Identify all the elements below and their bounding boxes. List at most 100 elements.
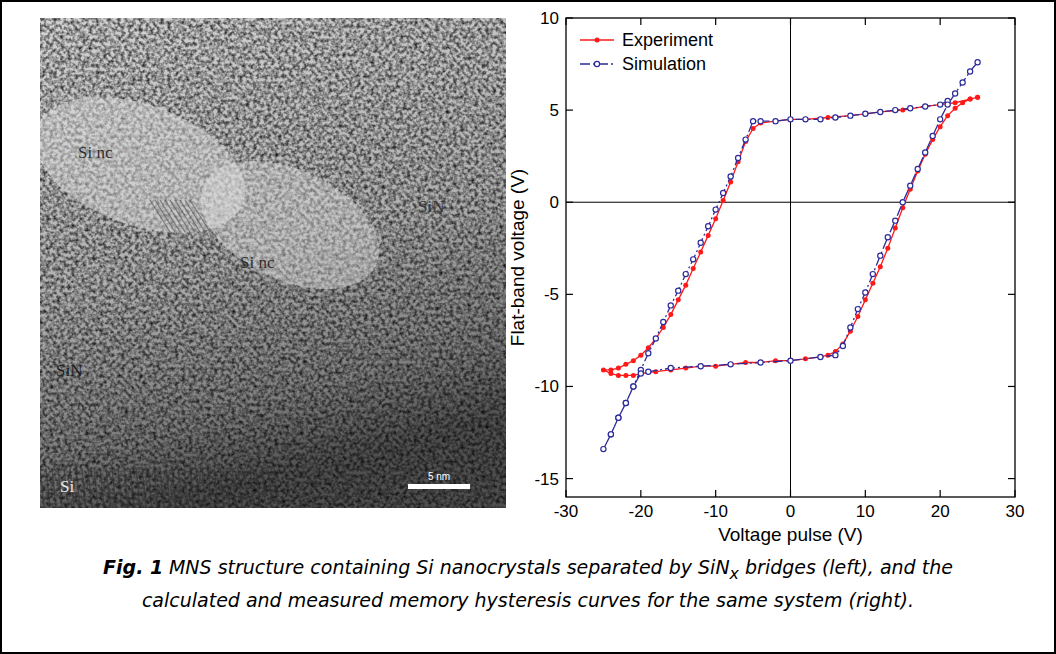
tem-substrate-fringe [160,468,164,508]
y-tick-label: 10 [540,9,559,28]
data-point [960,100,965,105]
tem-substrate-fringe [238,468,242,508]
data-point [638,371,643,376]
data-point [608,432,613,437]
series [601,60,980,452]
y-tick [1008,294,1015,295]
data-point [758,360,763,365]
tem-substrate-fringe [244,468,248,508]
data-point [885,246,890,251]
data-point [833,353,838,358]
x-tick [940,490,941,497]
tem-fringe [160,200,180,232]
data-point [953,100,958,105]
y-tick [566,110,573,111]
data-point [698,240,703,245]
caption-text: x [730,564,739,583]
image-label: Si nc [240,253,275,272]
data-point [788,358,793,363]
data-point [616,373,621,378]
data-point [818,354,823,359]
x-tick-label: -20 [629,502,654,521]
data-point [863,111,868,116]
caption-text: Fig. 1 [103,556,163,578]
x-tick [1014,490,1015,497]
data-point [938,102,943,107]
data-point [878,264,883,269]
data-point [706,233,711,238]
tem-fringe [185,200,205,232]
data-point [803,117,808,122]
data-point [691,266,696,271]
data-point [676,288,681,293]
data-point [975,95,980,100]
scale-bar-label: 5 nm [428,471,450,482]
outer-border [1,1,1055,653]
y-tick-label: -15 [534,470,559,489]
data-point [608,432,613,437]
data-point [945,113,950,118]
data-point [855,306,860,311]
data-point [893,218,898,223]
data-point [616,415,621,420]
data-point [945,102,950,107]
data-point [706,224,711,229]
data-point [736,155,741,160]
y-axis-title: Flat-band voltage (V) [507,169,528,346]
tem-substrate-fringe [214,468,218,508]
tem-substrate-fringe [232,468,236,508]
data-point [840,343,845,348]
data-point [713,216,718,221]
data-point [601,447,606,452]
x-tick [565,18,566,25]
tem-substrate-fringe [220,468,224,508]
tem-texture [40,18,506,508]
tem-fringe [175,200,195,232]
x-tick-label: 10 [856,502,875,521]
legend-label: Simulation [622,54,706,74]
zero-line [790,18,791,497]
x-tick-label: 30 [1006,502,1025,521]
tem-substrate-fringe [40,468,44,508]
data-point [893,226,898,231]
tem-substrate-fringe [154,468,158,508]
tem-fringe [180,200,200,232]
data-point [728,362,733,367]
data-point [938,102,943,107]
data-point [833,115,838,120]
data-point [923,150,928,155]
data-point [975,95,980,100]
data-point [825,353,830,358]
data-point [788,117,793,122]
data-point [698,249,703,254]
plot-frame [566,18,1015,497]
data-point [683,366,688,371]
tem-substrate-fringe [172,468,176,508]
data-point [623,400,628,405]
data-point [773,119,778,124]
data-point [646,345,651,350]
tem-substrate-fringe [202,468,206,508]
y-tick [1008,386,1015,387]
x-axis-title: Voltage pulse (V) [718,524,863,545]
data-point [878,109,883,114]
data-point [668,303,673,308]
data-point [676,297,681,302]
data-point [953,91,958,96]
x-tick-label: 20 [931,502,950,521]
data-point [683,271,688,276]
tem-substrate-fringe [208,468,212,508]
data-point [750,119,755,124]
data-point [653,336,658,341]
data-point [870,271,875,276]
data-point [818,354,823,359]
y-tick [566,294,573,295]
tem-substrate-fringe [100,468,104,508]
data-point [968,97,973,102]
data-point [923,104,928,109]
tem-fringe [190,200,210,232]
data-point [631,373,636,378]
figure: Si ncSi ncSiNSiNSi5 nm-30-20-100102030-1… [0,0,1056,654]
x-tick [790,490,791,497]
data-point [721,190,726,195]
